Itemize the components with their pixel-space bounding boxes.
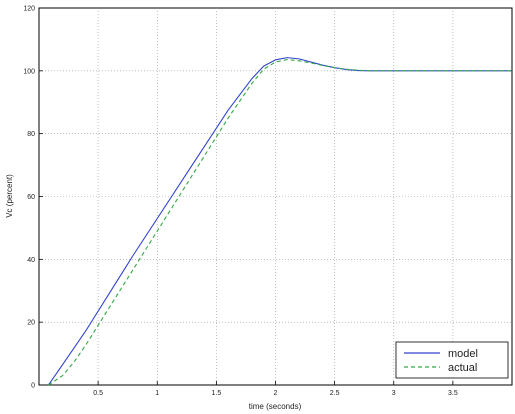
series-line-actual [48, 58, 512, 386]
x-tick-label: 3.5 [448, 390, 458, 397]
y-tick-label: 120 [23, 6, 35, 13]
legend: model actual [395, 341, 509, 379]
axis-ticks: 0.5 1 1.5 2 2.5 3 3.5 0 20 40 60 80 100 120 [23, 6, 458, 398]
legend-label-actual: actual [448, 362, 477, 374]
y-tick-label: 100 [23, 68, 35, 75]
series-lines [48, 57, 512, 386]
grid [39, 8, 512, 385]
x-tick-label: 2.5 [330, 390, 340, 397]
legend-box [395, 341, 509, 379]
y-tick-label: 40 [27, 257, 35, 264]
legend-label-model: model [448, 348, 478, 360]
x-axis-label: time (seconds) [249, 402, 302, 411]
y-tick-label: 0 [31, 383, 35, 390]
y-tick-label: 20 [27, 320, 35, 327]
y-tick-label: 80 [27, 131, 35, 138]
x-tick-label: 3 [392, 390, 396, 397]
x-tick-label: 0.5 [93, 390, 103, 397]
y-tick-label: 60 [27, 194, 35, 201]
x-tick-label: 2 [274, 390, 278, 397]
x-tick-label: 1.5 [212, 390, 222, 397]
x-tick-label: 1 [155, 390, 159, 397]
y-axis-label: Vc (percent) [5, 174, 14, 218]
